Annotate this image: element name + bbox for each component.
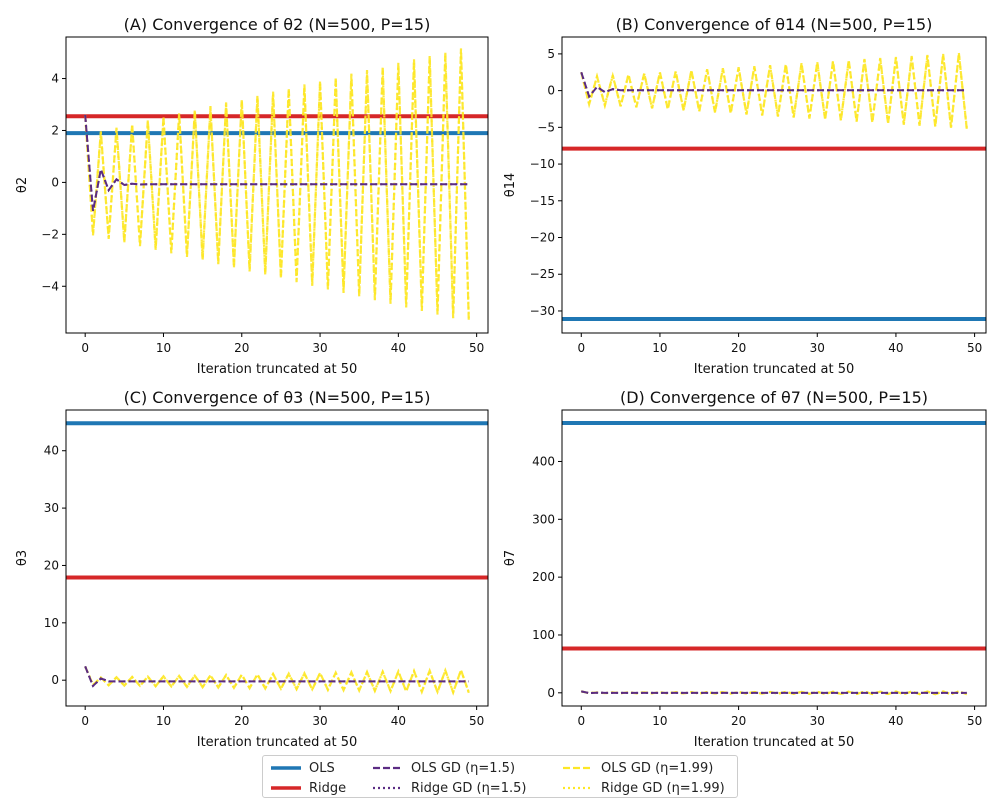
panel-b-xlabel: Iteration truncated at 50: [694, 362, 855, 377]
panel-a-ylabel: θ2: [15, 177, 30, 193]
panel-c-xlabel: Iteration truncated at 50: [197, 735, 358, 750]
panel-b-xtick-label: 0: [577, 341, 585, 355]
panel-d-ytick-label: 0: [547, 686, 555, 700]
panel-d-ols-gd-slow: [581, 690, 967, 695]
panel-a: (A) Convergence of θ2 (N=500, P=15) Itera…: [15, 15, 489, 377]
legend-item-ridge: Ridge: [271, 778, 346, 798]
panel-d-xtick-label: 50: [967, 714, 982, 728]
legend-label-ridge: Ridge: [309, 780, 347, 796]
panel-b-ytick-label: −5: [537, 120, 555, 134]
legend-label-ridge-gd-slow: Ridge GD (η=1.5): [411, 780, 527, 796]
panel-a-xlabel: Iteration truncated at 50: [197, 362, 358, 377]
panel-c-ols-gd-slow: [84, 666, 469, 688]
panel-b-ytick-label: 0: [547, 84, 555, 98]
panel-b-ytick-label: 5: [547, 47, 555, 61]
panel-d-ytick-label: 400: [532, 454, 555, 468]
panel-b-xtick-label: 20: [731, 341, 746, 355]
legend-label-ols-gd-fast: OLS GD (η=1.99): [601, 760, 714, 776]
panel-b-xtick-label: 30: [810, 341, 825, 355]
panel-a-ytick-label: −4: [41, 279, 59, 293]
panel-c-ytick-label: 40: [44, 444, 59, 458]
panel-d-xtick-label: 30: [810, 714, 825, 728]
panel-b-ylabel: θ14: [503, 173, 518, 198]
panel-a-ytick-label: 0: [51, 175, 59, 189]
panel-b-ytick-label: −15: [530, 194, 555, 208]
panel-c-ytick-label: 0: [51, 673, 59, 687]
panel-a-xtick-label: 40: [391, 341, 406, 355]
panel-d-ytick-label: 300: [532, 512, 555, 526]
panel-d-title: (D) Convergence of θ7 (N=500, P=15): [620, 388, 928, 407]
legend-item-ridge-gd-fast: Ridge GD (η=1.99): [563, 778, 725, 798]
panel-a-ols-gd-slow: [84, 114, 469, 212]
panel-b-xtick-label: 10: [652, 341, 667, 355]
panel-b-ytick-label: −20: [530, 231, 555, 245]
panel-a-xtick-label: 10: [156, 341, 171, 355]
panel-d-xlabel: Iteration truncated at 50: [694, 735, 855, 750]
legend-label-ridge-gd-fast: Ridge GD (η=1.99): [601, 780, 725, 796]
panel-c-xtick-label: 40: [391, 714, 406, 728]
panel-a-title: (A) Convergence of θ2 (N=500, P=15): [124, 15, 431, 34]
panel-c-ytick-label: 30: [44, 501, 59, 515]
legend: OLS Ridge OLS GD (η=1.5) Ridge GD (η=1.5…: [262, 755, 738, 798]
panel-a-ytick-label: 4: [51, 72, 59, 86]
legend-label-ols-gd-slow: OLS GD (η=1.5): [411, 760, 516, 776]
panel-c-ytick-label: 10: [44, 616, 59, 630]
panel-a-xtick-label: 30: [312, 341, 327, 355]
panel-b-ytick-label: −25: [530, 267, 555, 281]
panel-b-xtick-label: 40: [888, 341, 903, 355]
panel-c-frame: [65, 409, 489, 707]
panel-d-frame: [561, 409, 987, 707]
legend-label-ols: OLS: [309, 760, 335, 776]
panel-c-ols-gd-fast: [84, 665, 470, 696]
panel-a-ytick-label: −2: [41, 227, 59, 241]
panel-b-ols-gd-slow: [580, 71, 967, 99]
panel-b-ols-gd-fast: [580, 52, 968, 129]
legend-item-ols-gd-slow: OLS GD (η=1.5): [373, 758, 515, 778]
panel-b: (B) Convergence of θ14 (N=500, P=15) Iter…: [503, 15, 987, 377]
panel-d: (D) Convergence of θ7 (N=500, P=15) Itera…: [503, 388, 987, 750]
panel-c-title: (C) Convergence of θ3 (N=500, P=15): [124, 388, 431, 407]
panel-c-ytick-label: 20: [44, 558, 59, 572]
panel-c-xtick-label: 50: [469, 714, 484, 728]
panel-b-title: (B) Convergence of θ14 (N=500, P=15): [616, 15, 933, 34]
panel-b-frame: [561, 36, 987, 334]
panel-c-xtick-label: 20: [234, 714, 249, 728]
panel-d-ytick-label: 100: [532, 628, 555, 642]
panel-c-xtick-label: 0: [81, 714, 89, 728]
panel-a-xtick-label: 20: [234, 341, 249, 355]
panel-c-xtick-label: 10: [156, 714, 171, 728]
panel-d-xtick-label: 20: [731, 714, 746, 728]
panel-c: (C) Convergence of θ3 (N=500, P=15) Itera…: [15, 388, 489, 750]
panel-d-xtick-label: 40: [888, 714, 903, 728]
panel-c-ylabel: θ3: [15, 550, 30, 566]
panel-a-xtick-label: 50: [469, 341, 484, 355]
panel-a-xtick-label: 0: [81, 341, 89, 355]
legend-item-ridge-gd-slow: Ridge GD (η=1.5): [373, 778, 526, 798]
panel-a-ytick-label: 2: [51, 123, 59, 137]
panel-d-ylabel: θ7: [503, 550, 518, 566]
legend-item-ols: OLS: [271, 758, 335, 778]
panel-d-xtick-label: 10: [652, 714, 667, 728]
legend-item-ols-gd-fast: OLS GD (η=1.99): [563, 758, 713, 778]
panel-d-ytick-label: 200: [532, 570, 555, 584]
panel-b-ytick-label: −10: [530, 157, 555, 171]
panel-b-xtick-label: 50: [967, 341, 982, 355]
panel-c-xtick-label: 30: [312, 714, 327, 728]
panel-d-xtick-label: 0: [577, 714, 585, 728]
panel-a-frame: [65, 36, 489, 334]
panel-b-ytick-label: −30: [530, 304, 555, 318]
